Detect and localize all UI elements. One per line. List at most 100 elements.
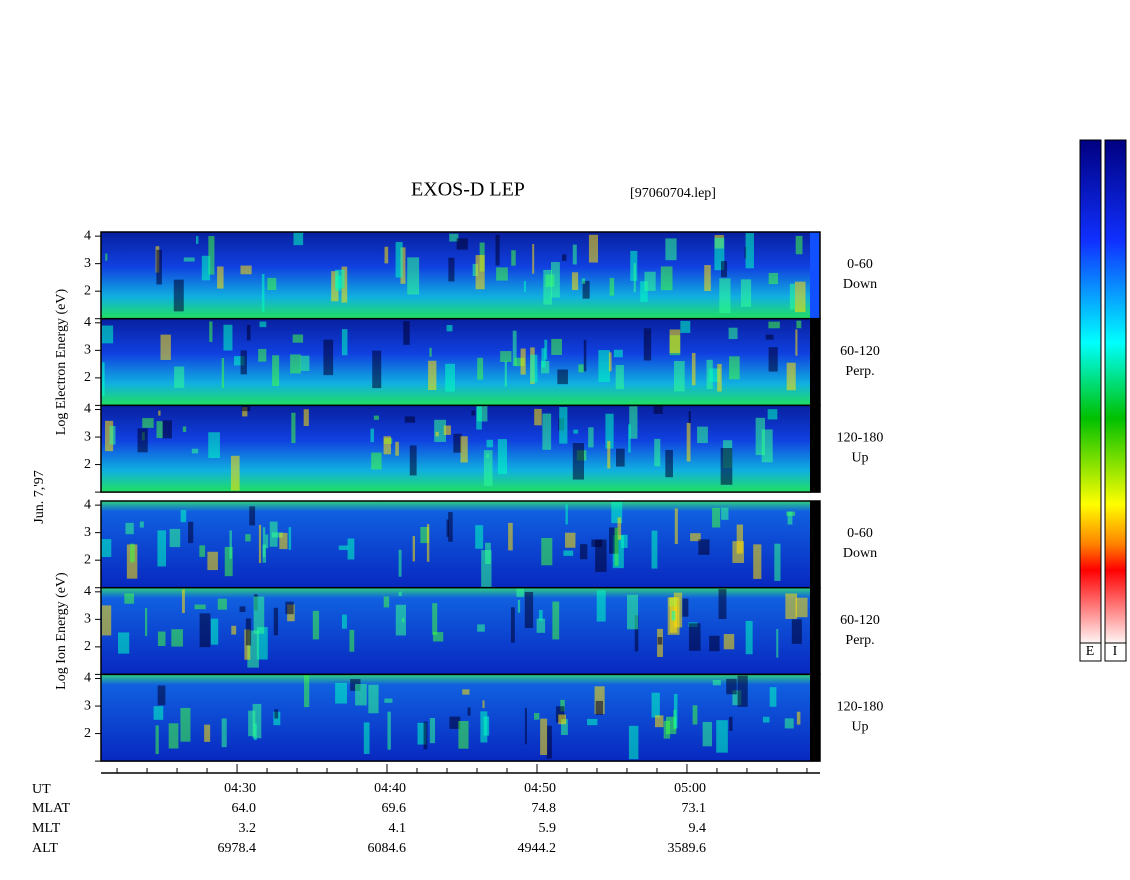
y-axis-title: Log Electron Energy (eV) (54, 289, 69, 436)
spectrogram-texture (721, 507, 729, 520)
y-tick-label: 2 (84, 552, 91, 567)
spectrogram-texture (761, 429, 773, 463)
spectrogram-texture (285, 601, 294, 615)
spectrogram-texture (373, 415, 379, 420)
spectrogram-texture (552, 601, 560, 640)
spectrogram-texture (511, 250, 516, 266)
spectrogram-texture (248, 710, 256, 737)
spectrogram-texture (753, 544, 762, 579)
spectrogram-texture (583, 339, 587, 372)
spectrogram-texture (716, 720, 728, 753)
spectrogram-texture (303, 409, 309, 427)
spectrogram-texture (458, 720, 469, 749)
spectrogram-texture (137, 428, 148, 453)
spectrogram-texture (536, 618, 546, 633)
spectrogram-texture (796, 320, 802, 329)
y-tick-label: 4 (84, 497, 91, 512)
spectrogram-texture (651, 692, 660, 718)
spectrogram-texture (615, 448, 625, 467)
spectrogram-texture (578, 364, 584, 373)
spectrogram-texture (449, 716, 461, 729)
spectrogram-texture (795, 329, 798, 356)
spectrogram-texture (101, 539, 112, 558)
spectrogram-texture (372, 350, 382, 389)
spectrogram-texture (398, 591, 402, 597)
spectrogram-texture (139, 521, 144, 528)
spectrogram-texture (791, 619, 802, 644)
spectrogram-texture (155, 725, 159, 755)
spectrogram-texture (496, 267, 508, 281)
spectrogram-texture (157, 631, 166, 647)
spectrogram-texture (279, 532, 288, 550)
spectrogram-texture (588, 234, 599, 263)
ephemeris-value: 5.9 (538, 821, 556, 836)
spectrogram-texture (497, 439, 508, 475)
spectrogram-texture (125, 522, 134, 535)
spectrogram-texture (258, 524, 262, 564)
spectrogram-texture (745, 233, 754, 269)
spectrogram-texture (581, 278, 586, 284)
spectrogram-texture (495, 234, 500, 266)
colorbar (1079, 139, 1102, 647)
spectrogram-texture (530, 354, 538, 383)
spectrogram-texture (183, 257, 195, 262)
spectrogram-texture (162, 420, 172, 439)
spectrogram-texture (272, 355, 280, 387)
ephemeris-value: 6084.6 (368, 841, 407, 856)
spectrogram-texture (341, 614, 347, 629)
spectrogram-texture (720, 448, 733, 485)
spectrogram-texture (293, 232, 304, 246)
spectrogram-texture (588, 427, 594, 448)
spectrogram-texture (524, 707, 527, 745)
spectrogram-texture (674, 508, 678, 544)
panel-label: Perp. (845, 633, 874, 648)
spectrogram-texture (261, 274, 265, 312)
spectrogram-texture (118, 632, 130, 654)
spectrogram-texture (168, 723, 179, 749)
spectrogram-texture (572, 443, 585, 480)
spectrogram-texture (432, 603, 438, 635)
spectrogram-texture (265, 534, 269, 549)
spectrogram-texture (660, 266, 673, 291)
spectrogram-texture (208, 236, 215, 275)
spectrogram-texture (429, 718, 436, 744)
spectrogram-texture (157, 530, 167, 567)
spectrogram-texture (182, 426, 187, 432)
spectrogram-texture (726, 678, 737, 695)
spectrogram-texture (721, 261, 728, 278)
spectrogram-texture (259, 321, 267, 328)
spectrogram-texture (534, 408, 542, 426)
spectrogram-texture (704, 265, 711, 292)
x-title: UT (32, 782, 51, 797)
spectrogram-texture (323, 339, 334, 376)
ephemeris-value: 69.6 (382, 801, 407, 816)
spectrogram-texture (796, 711, 801, 725)
spectrogram-texture (702, 721, 712, 747)
spectrogram-texture (737, 675, 748, 707)
spectrogram-edge (810, 587, 820, 675)
panel-label: 0-60 (847, 526, 873, 541)
spectrogram-texture (191, 448, 199, 454)
spectrogram-texture (609, 277, 615, 296)
spectrogram-texture (541, 537, 553, 566)
spectrogram-texture (784, 718, 794, 729)
spectrogram-texture (304, 674, 310, 708)
spectrogram-texture (290, 354, 301, 374)
spectrogram-texture (245, 534, 251, 542)
spectrogram-texture (145, 608, 148, 637)
spectrogram-texture (628, 725, 639, 760)
spectrogram-texture (512, 330, 517, 366)
spectrogram-texture (776, 629, 779, 658)
spectrogram-texture (719, 278, 731, 314)
spectrogram-texture (595, 539, 607, 572)
ephemeris-value: 64.0 (232, 801, 257, 816)
spectrogram-texture (669, 329, 681, 353)
ephemeris-value: 9.4 (688, 821, 706, 836)
spectrogram-texture (732, 690, 742, 706)
spectrogram-texture (174, 366, 185, 388)
spectrogram-texture (160, 334, 171, 360)
spectrogram-texture (555, 706, 565, 723)
ephemeris-value: 3589.6 (667, 841, 706, 856)
spectrogram-texture (383, 596, 390, 608)
